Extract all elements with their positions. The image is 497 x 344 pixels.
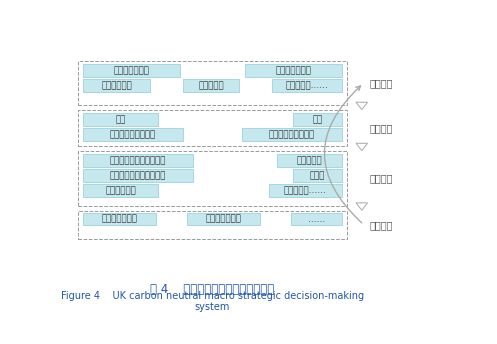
- Text: 气候变化委员会: 气候变化委员会: [113, 66, 150, 75]
- Bar: [83, 169, 193, 182]
- Bar: [242, 128, 342, 141]
- Text: 能源监管机构: 能源监管机构: [105, 186, 136, 195]
- Text: 议会: 议会: [313, 115, 323, 124]
- Text: 国家科学技术委员会: 国家科学技术委员会: [110, 130, 156, 139]
- Bar: [83, 79, 150, 92]
- Bar: [83, 184, 159, 197]
- Text: 交通运输部: 交通运输部: [297, 156, 322, 165]
- Bar: [187, 213, 259, 225]
- Text: 净零创新委员会: 净零创新委员会: [205, 215, 241, 224]
- Text: 战略咨询: 战略咨询: [369, 78, 393, 88]
- Bar: [83, 213, 156, 225]
- Bar: [293, 113, 342, 126]
- Bar: [83, 154, 193, 167]
- Bar: [78, 211, 347, 239]
- Text: 图 4    英国碳中和宏观战略决策体系: 图 4 英国碳中和宏观战略决策体系: [150, 283, 274, 296]
- Bar: [78, 151, 347, 205]
- Bar: [269, 184, 342, 197]
- Text: 商业、能源和工业战略部: 商业、能源和工业战略部: [110, 156, 166, 165]
- Text: 净零创新委员会: 净零创新委员会: [275, 66, 311, 75]
- Bar: [359, 203, 364, 206]
- Bar: [83, 128, 183, 141]
- Text: 工业联合会: 工业联合会: [198, 81, 224, 90]
- Polygon shape: [356, 143, 368, 151]
- Text: 战略执行: 战略执行: [369, 173, 393, 183]
- Text: 研究创新署……: 研究创新署……: [284, 186, 327, 195]
- Bar: [291, 213, 342, 225]
- Text: 科学技术战略办公室: 科学技术战略办公室: [269, 130, 315, 139]
- Text: 首相: 首相: [115, 115, 126, 124]
- Bar: [359, 102, 364, 105]
- Bar: [272, 79, 342, 92]
- Bar: [183, 79, 240, 92]
- Text: 气候变化委员会: 气候变化委员会: [101, 215, 137, 224]
- Bar: [359, 143, 364, 147]
- Bar: [245, 64, 342, 77]
- Bar: [293, 169, 342, 182]
- Bar: [83, 64, 180, 77]
- Bar: [83, 113, 159, 126]
- Text: ……: ……: [308, 215, 325, 224]
- Bar: [78, 61, 347, 105]
- Text: 外部评估: 外部评估: [369, 220, 393, 230]
- Text: 英国皇家学会: 英国皇家学会: [101, 81, 132, 90]
- Polygon shape: [356, 203, 368, 210]
- Text: 战略决策: 战略决策: [369, 123, 393, 133]
- Text: 财政部: 财政部: [310, 171, 325, 180]
- Text: 核工业协会……: 核工业协会……: [285, 81, 328, 90]
- Text: Figure 4    UK carbon neutral macro strategic decision-making
system: Figure 4 UK carbon neutral macro strateg…: [61, 291, 364, 312]
- Polygon shape: [356, 102, 368, 110]
- Text: 环境、食品与农村事务部: 环境、食品与农村事务部: [110, 171, 166, 180]
- Bar: [277, 154, 342, 167]
- Bar: [78, 110, 347, 146]
